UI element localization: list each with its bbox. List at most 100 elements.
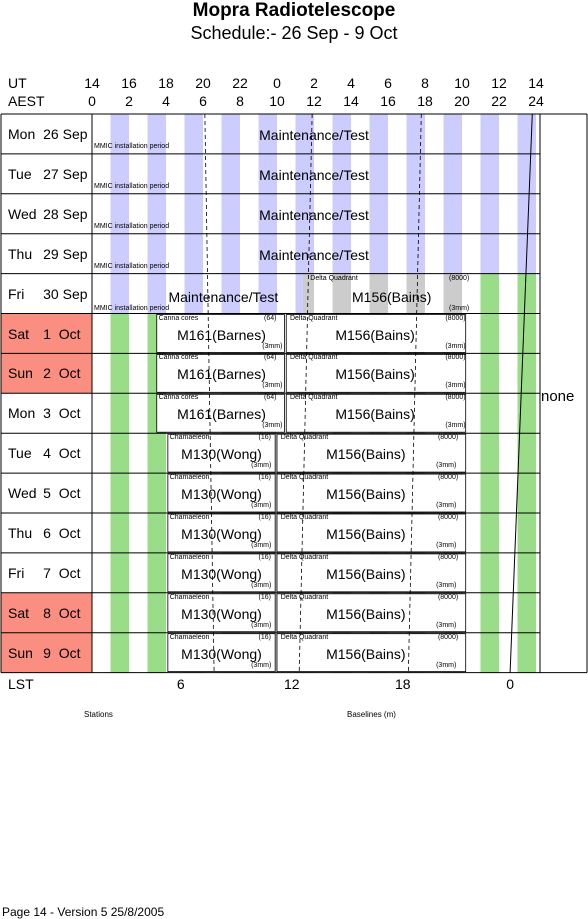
aest-label: AEST — [8, 93, 45, 109]
grey-stripe — [302, 273, 314, 314]
day-name: Sat — [8, 604, 30, 621]
none-label: none — [541, 388, 575, 405]
maintenance-stripe — [480, 153, 499, 194]
day-name: Sat — [8, 325, 30, 342]
green-stripe — [110, 592, 129, 633]
project-source: Canna cores — [158, 354, 199, 362]
day-name: Sun — [8, 644, 33, 661]
maintenance-stripe — [443, 153, 462, 194]
page-title: Mopra Radiotelescope — [192, 0, 396, 21]
project-code: M161(Barnes) — [177, 406, 266, 423]
green-stripe — [517, 513, 536, 553]
aest-tick-label: 14 — [343, 93, 359, 109]
project-number: (16) — [258, 633, 271, 641]
maintenance-stripe — [443, 233, 462, 274]
maintenance-stripe — [406, 233, 425, 274]
aest-tick-label: 8 — [236, 93, 244, 109]
maintenance-stripe — [258, 114, 277, 154]
maintenance-stripe — [110, 233, 129, 274]
project-source: Chamaeleon — [169, 553, 210, 561]
maintenance-stripe — [258, 273, 277, 314]
project-box — [285, 314, 467, 353]
maintenance-stripe — [369, 153, 388, 194]
aest-tick-label: 24 — [528, 93, 544, 109]
maintenance-stripe — [258, 233, 277, 274]
maintenance-label: Maintenance/Test — [259, 166, 369, 183]
lst-tick-label: 0 — [506, 676, 514, 692]
day-name: Mon — [8, 126, 36, 142]
aest-tick-label: 20 — [454, 93, 470, 109]
project-number: (16) — [258, 514, 271, 521]
day-label: Fri 7 Oct — [2, 553, 90, 593]
maintenance-stripe — [369, 193, 388, 234]
mmic-note: MMIC installation period — [94, 262, 170, 270]
project-code: M156(Bains) — [335, 406, 415, 423]
schedule-subtitle: Schedule:- 26 Sep - 9 Oct — [190, 23, 398, 43]
day-label: Wed 28 Sep — [2, 194, 90, 234]
project-box — [276, 553, 467, 593]
day-name: Fri — [8, 285, 25, 302]
day-label: Fri 30 Sep — [2, 274, 90, 314]
day-label: Mon 3 Oct — [2, 393, 90, 433]
day-label: Sun 2 Oct — [2, 353, 90, 393]
ut-tick-label: 10 — [454, 75, 470, 91]
project-box — [167, 473, 276, 513]
maintenance-stripe — [221, 114, 240, 154]
ut-tick-label: 0 — [273, 75, 281, 91]
day-date: 30 Sep — [43, 285, 88, 302]
project-band: (3mm) — [436, 502, 457, 510]
project-box — [167, 553, 276, 593]
project-box — [285, 393, 467, 433]
lst-tick-label: 18 — [395, 676, 411, 692]
project-band: (3mm) — [436, 542, 457, 549]
maintenance-stripe — [517, 153, 536, 194]
green-stripe — [147, 433, 166, 474]
maintenance-stripe — [221, 193, 240, 234]
green-stripe — [480, 353, 499, 394]
project-box — [167, 593, 276, 633]
project-number: (8000) — [445, 394, 466, 402]
lst-tick-label: 12 — [284, 676, 300, 692]
day-name: Thu — [8, 245, 33, 262]
aest-tick-label: 16 — [380, 93, 396, 109]
maintenance-stripe — [221, 153, 240, 194]
project-source: Delta Quadrant — [280, 474, 329, 482]
green-stripe — [480, 632, 499, 673]
maintenance-label: Maintenance/Test — [259, 127, 369, 143]
green-stripe — [110, 632, 129, 673]
project-source: Delta Quadrant — [280, 553, 329, 561]
lst-dashed-line — [298, 113, 313, 673]
grey-stripe — [369, 273, 388, 314]
project-code: M156(Bains) — [326, 526, 406, 542]
day-name: Fri — [8, 564, 25, 581]
project-band: (3mm) — [449, 304, 470, 312]
day-name: Wed — [8, 485, 37, 502]
project-code: M130(Wong) — [181, 486, 262, 503]
maintenance-stripe — [332, 233, 351, 274]
project-band: (3mm) — [436, 462, 457, 470]
project-band: (3mm) — [445, 342, 466, 350]
project-source: Delta Quadrant — [289, 354, 338, 362]
maintenance-stripe — [480, 193, 499, 234]
green-stripe — [517, 393, 536, 434]
day-label: Sat 1 Oct — [2, 314, 90, 354]
project-source: Delta Quadrant — [280, 593, 329, 601]
green-stripe — [110, 513, 129, 553]
ut-tick-label: 4 — [347, 75, 355, 91]
aest-tick-label: 2 — [125, 93, 133, 109]
green-stripe — [147, 632, 166, 673]
project-band: (3mm) — [436, 581, 457, 589]
ut-label: UT — [8, 75, 27, 91]
maintenance-stripe — [184, 153, 203, 194]
day-name: Thu — [8, 525, 33, 541]
maintenance-stripe — [147, 114, 166, 154]
project-number: (16) — [258, 434, 271, 442]
green-stripe — [517, 592, 536, 633]
project-source: Delta Quadrant — [280, 514, 329, 521]
maintenance-stripe — [147, 233, 166, 274]
day-date: 1 Oct — [43, 325, 81, 342]
green-stripe — [480, 433, 499, 474]
day-date: 27 Sep — [43, 165, 88, 182]
project-box — [285, 353, 467, 393]
